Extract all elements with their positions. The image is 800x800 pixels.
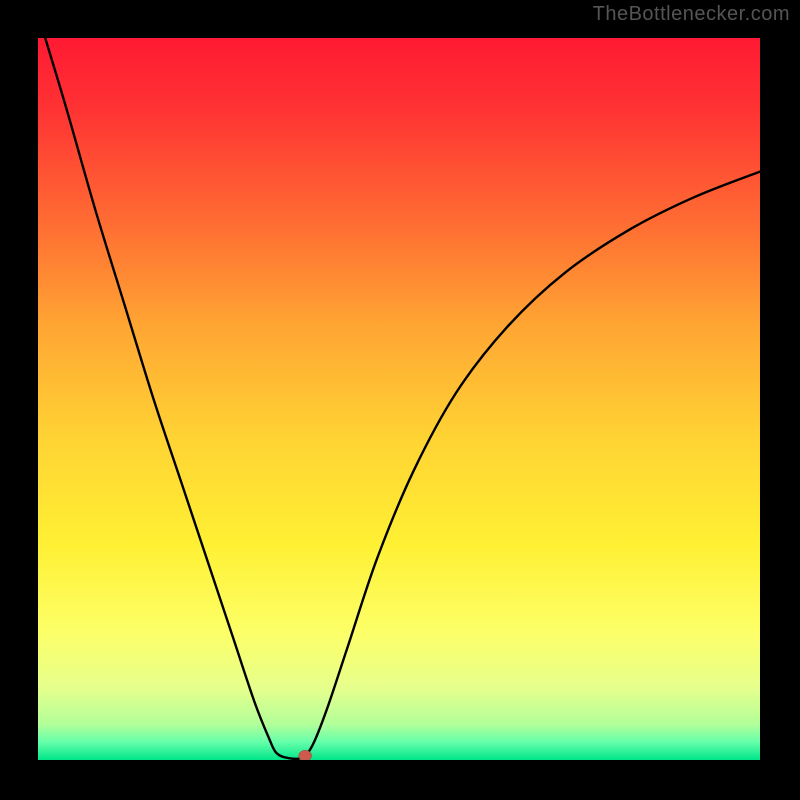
watermark-text: TheBottlenecker.com xyxy=(593,3,790,26)
plot-area xyxy=(38,38,760,760)
minimum-marker xyxy=(299,750,312,760)
curve-layer xyxy=(38,38,760,760)
bottleneck-curve xyxy=(45,38,760,759)
chart-frame: TheBottlenecker.com xyxy=(0,0,800,800)
